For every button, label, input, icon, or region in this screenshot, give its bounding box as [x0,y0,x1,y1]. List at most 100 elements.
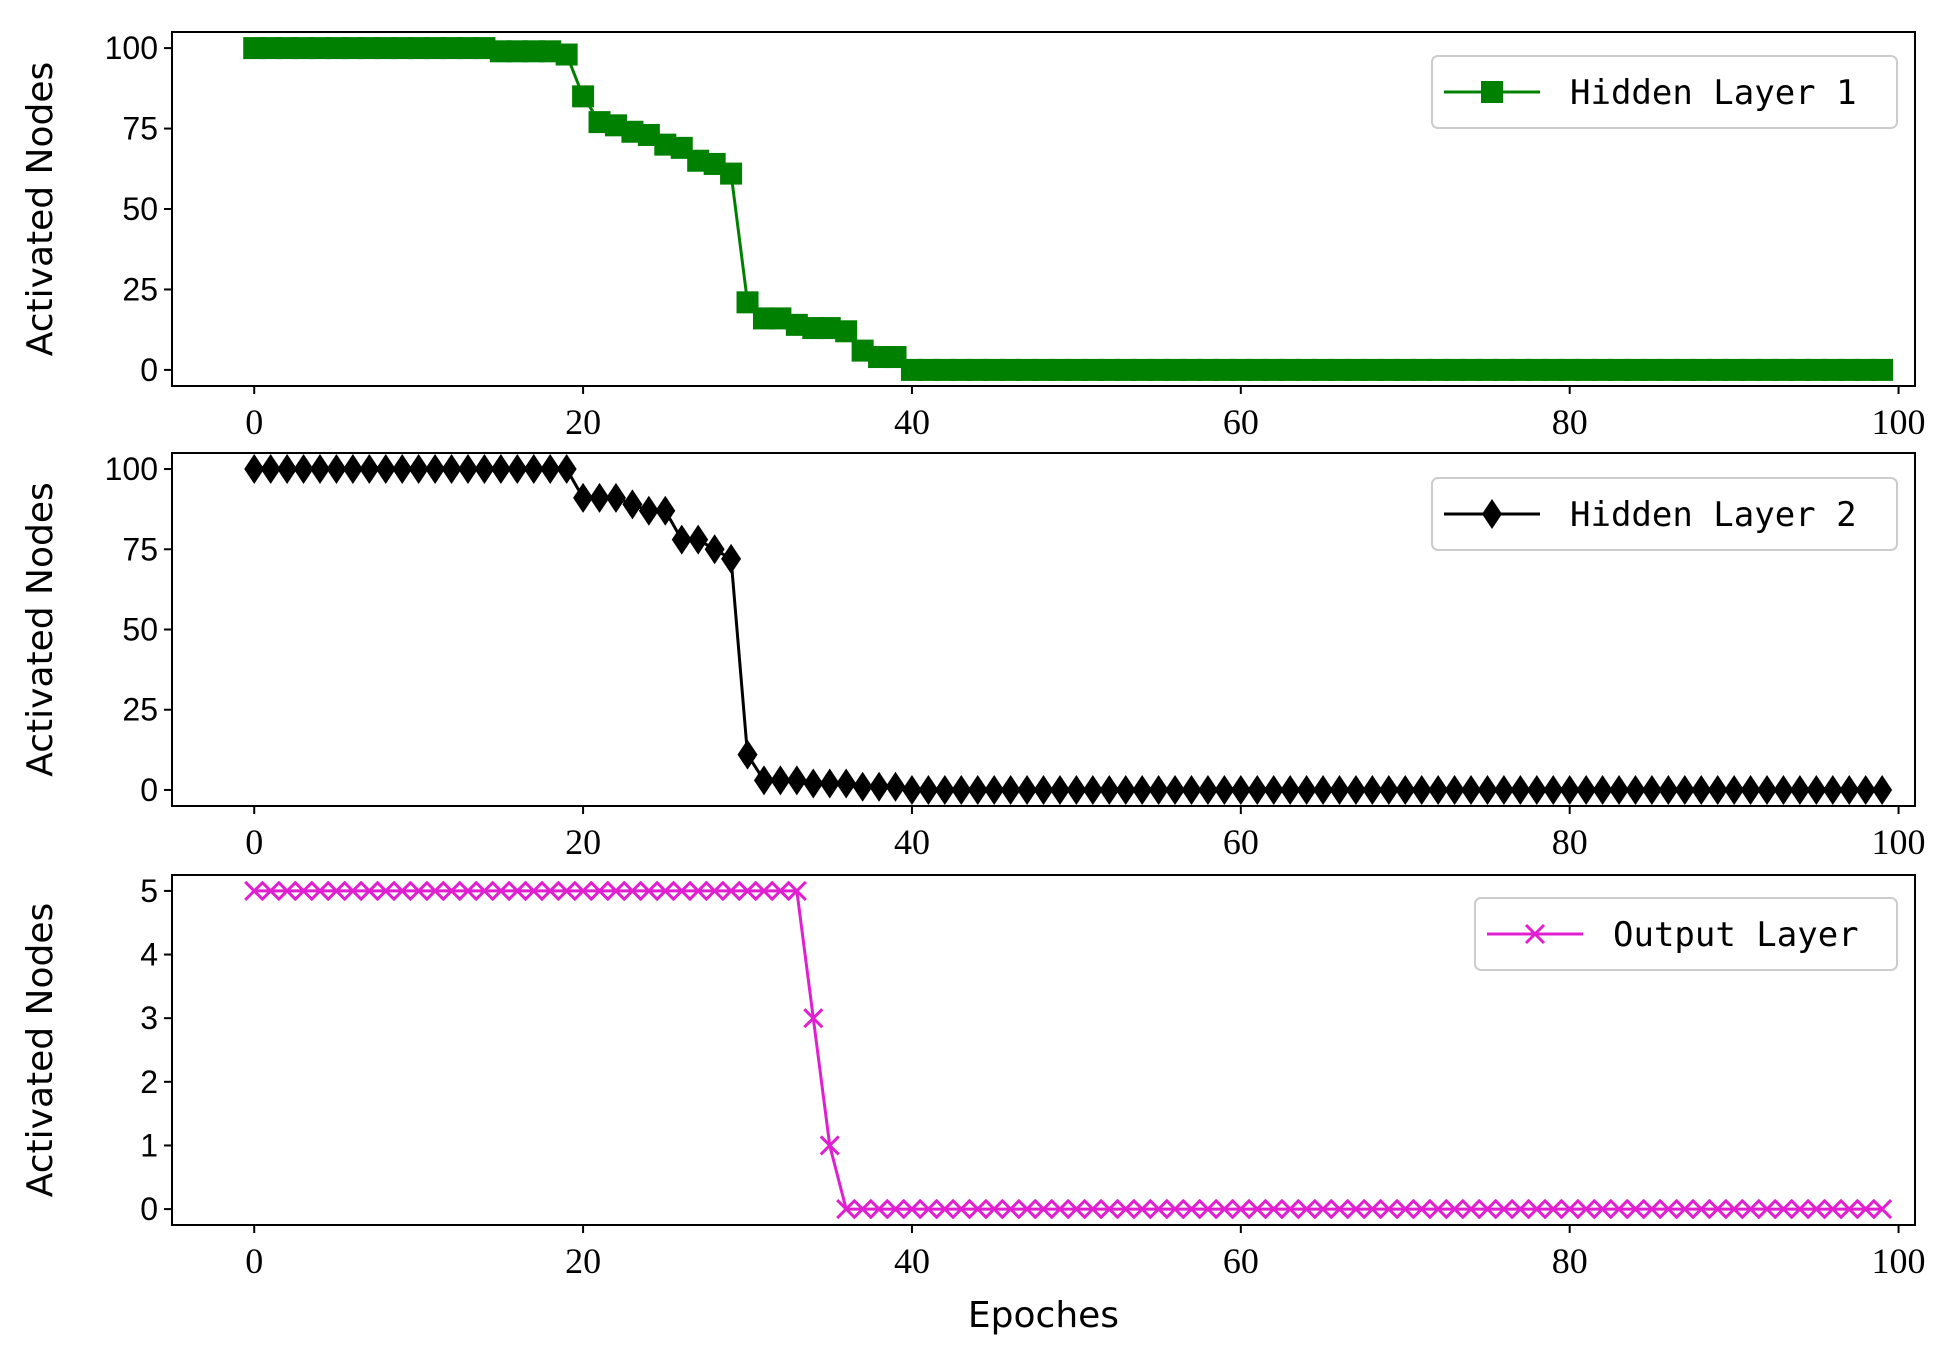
legend-label: Hidden Layer 2 [1570,495,1857,535]
legend-marker [1524,923,1546,945]
data-point [1033,1199,1054,1220]
legend-label: Hidden Layer 1 [1570,73,1857,113]
data-point [1049,1199,1071,1220]
y-tick-label: 2 [140,1064,158,1100]
data-point [1378,1199,1399,1220]
data-point [244,880,265,901]
data-point [869,771,890,802]
x-tick-label: 0 [245,822,263,862]
data-point [1773,774,1794,805]
data-point [523,880,544,901]
x-tick-label: 100 [1872,1241,1926,1281]
data-point [869,1199,890,1220]
data-point [474,880,495,901]
data-point [474,454,495,485]
data-point [1576,774,1597,805]
data-point [1691,1199,1712,1220]
data-point [326,454,347,485]
y-tick-label: 1 [140,1127,158,1163]
data-point [507,880,528,901]
data-point [1658,774,1679,805]
data-point [1839,1199,1860,1220]
data-point [901,774,922,805]
data-point [408,454,429,485]
data-point [1641,774,1662,805]
data-point [984,774,1005,805]
series-line [254,889,1883,1211]
chart-panel-3: 0 1 2 3 4 5 0 20 40 60 80 100 Activated Nodes Epoches… [20,873,1926,1336]
data-point [1526,1199,1547,1220]
data-point [901,1199,923,1220]
y-tick-label: 5 [140,873,158,909]
data-point [852,771,873,802]
data-point [1674,774,1695,805]
data-point [1016,1199,1038,1220]
data-point [852,1199,873,1220]
data-point [638,495,659,526]
data-point [244,454,265,485]
data-point [671,524,692,555]
data-point [688,880,709,901]
data-point [1280,774,1301,805]
data-point [1132,1199,1153,1220]
data-point [1444,774,1465,805]
data-point [1280,1199,1301,1220]
data-point [1017,774,1038,805]
data-point [1592,1199,1613,1220]
x-tick-label: 100 [1872,822,1926,862]
data-point [1263,774,1284,805]
data-point [836,1199,857,1220]
x-axis-label: Epoches [968,1295,1119,1336]
x-tick-label: 20 [565,822,601,862]
y-tick-label: 75 [122,531,158,567]
data-point [1658,1199,1679,1220]
data-point [1757,774,1778,805]
data-point [1362,774,1383,805]
x-tick-label: 80 [1552,1241,1588,1281]
data-point [967,1199,988,1220]
data-point [918,774,939,805]
data-point [1115,774,1136,805]
data-point [1773,1199,1794,1220]
data-point [1592,774,1613,805]
data-point [721,543,742,574]
data-point [1197,774,1218,805]
data-point [260,880,281,901]
data-point [392,454,413,485]
y-tick-label: 3 [140,1000,158,1036]
data-point [720,162,743,185]
data-point [803,768,824,799]
data-point [1099,774,1120,805]
data-point [1641,1199,1662,1220]
data-point [309,454,330,485]
data-point [622,489,643,520]
data-point [1099,1199,1120,1220]
data-point [1461,774,1482,805]
data-point [1789,774,1810,805]
data-point [1428,774,1449,805]
data-point [1691,774,1712,805]
data-point [392,880,413,901]
data-point [1839,774,1860,805]
data-point [1625,774,1646,805]
y-tick-label: 25 [122,271,158,307]
data-point [1510,1199,1531,1220]
data-point [1855,1199,1876,1220]
x-tick-label: 60 [1223,1241,1259,1281]
x-tick-label: 60 [1223,402,1259,442]
x-tick-label: 40 [894,1241,930,1281]
data-point [490,880,511,901]
data-point [1082,774,1103,805]
data-point [1756,1199,1778,1220]
x-tick-label: 80 [1552,822,1588,862]
data-point [540,454,561,485]
data-point [1806,774,1827,805]
data-point [655,880,676,901]
data-point [1576,1199,1597,1220]
x-tick-label: 0 [245,402,263,442]
data-point [1822,1199,1843,1220]
data-point [1822,774,1843,805]
data-point [1789,1199,1810,1220]
data-point [1493,1199,1514,1220]
y-tick-label: 100 [105,451,158,487]
